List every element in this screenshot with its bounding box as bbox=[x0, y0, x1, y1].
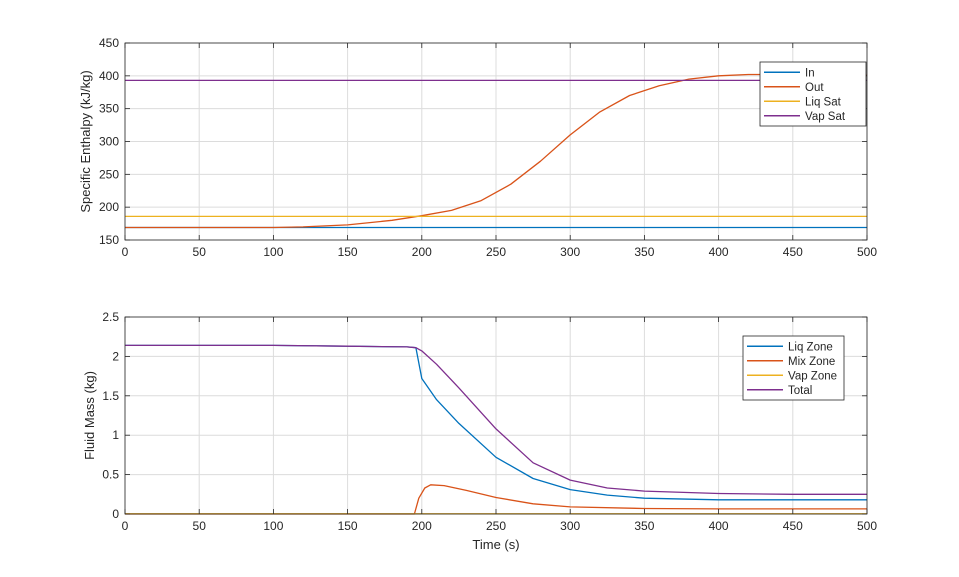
x-tick-label: 0 bbox=[122, 245, 129, 259]
legend-label: Out bbox=[805, 82, 824, 94]
fluid-mass-chart: 0 50 100 150 200 250 300 350 400 450 500 0 0.5 1 1.5 2 2… bbox=[82, 310, 877, 552]
y-tick-label: 350 bbox=[99, 102, 119, 116]
x-tick-label: 100 bbox=[263, 245, 283, 259]
y-tick-label: 200 bbox=[99, 200, 119, 214]
x-tick-label: 150 bbox=[338, 519, 358, 533]
legend-label: Vap Zone bbox=[788, 370, 837, 382]
legend-label: Vap Sat bbox=[805, 111, 846, 123]
series-line-out bbox=[125, 73, 868, 229]
legend-label: In bbox=[805, 67, 815, 79]
x-tick-label: 150 bbox=[338, 245, 358, 259]
x-tick-label: 500 bbox=[857, 519, 877, 533]
legend-label: Total bbox=[788, 385, 812, 397]
x-tick-label: 400 bbox=[709, 519, 729, 533]
x-tick-label: 500 bbox=[857, 245, 877, 259]
x-tick-label: 450 bbox=[783, 245, 803, 259]
y-tick-label: 2.5 bbox=[102, 310, 119, 324]
x-tick-label: 200 bbox=[412, 245, 432, 259]
y-tick-label: 1.5 bbox=[102, 389, 119, 403]
x-tick-label: 350 bbox=[634, 519, 654, 533]
legend-label: Mix Zone bbox=[788, 356, 835, 368]
x-tick-label: 50 bbox=[193, 245, 207, 259]
x-tick-label: 250 bbox=[486, 519, 506, 533]
series-line-total bbox=[125, 344, 867, 495]
y-tick-label: 300 bbox=[99, 135, 119, 149]
y-axis-label: Specific Enthalpy (kJ/kg) bbox=[78, 70, 93, 212]
y-tick-label: 250 bbox=[99, 167, 119, 181]
legend-label: Liq Sat bbox=[805, 96, 842, 108]
x-tick-label: 250 bbox=[486, 245, 506, 259]
y-axis-label: Fluid Mass (kg) bbox=[82, 371, 97, 460]
x-tick-label: 50 bbox=[193, 519, 207, 533]
x-tick-label: 350 bbox=[634, 245, 654, 259]
x-tick-label: 200 bbox=[412, 519, 432, 533]
x-tick-label: 300 bbox=[560, 519, 580, 533]
x-tick-label: 300 bbox=[560, 245, 580, 259]
y-tick-label: 0 bbox=[112, 507, 119, 521]
x-tick-label: 100 bbox=[263, 519, 283, 533]
x-tick-label: 0 bbox=[122, 519, 129, 533]
series-line-mix-zone bbox=[125, 484, 867, 515]
y-tick-label: 1 bbox=[112, 428, 119, 442]
x-axis-label: Time (s) bbox=[472, 537, 519, 552]
legend: Liq Zone Mix Zone Vap Zone Total bbox=[742, 335, 845, 401]
x-tick-label: 450 bbox=[783, 519, 803, 533]
enthalpy-chart: 0 50 100 150 200 250 300 350 400 450 500 150 200 250 3… bbox=[78, 36, 877, 259]
legend: In Out Liq Sat Vap Sat bbox=[759, 61, 867, 127]
y-tick-label: 150 bbox=[99, 233, 119, 247]
x-tick-label: 400 bbox=[709, 245, 729, 259]
legend-label: Liq Zone bbox=[788, 341, 833, 353]
y-tick-label: 2 bbox=[112, 349, 119, 363]
y-tick-label: 0.5 bbox=[102, 468, 119, 482]
y-tick-label: 450 bbox=[99, 36, 119, 50]
y-tick-label: 400 bbox=[99, 69, 119, 83]
